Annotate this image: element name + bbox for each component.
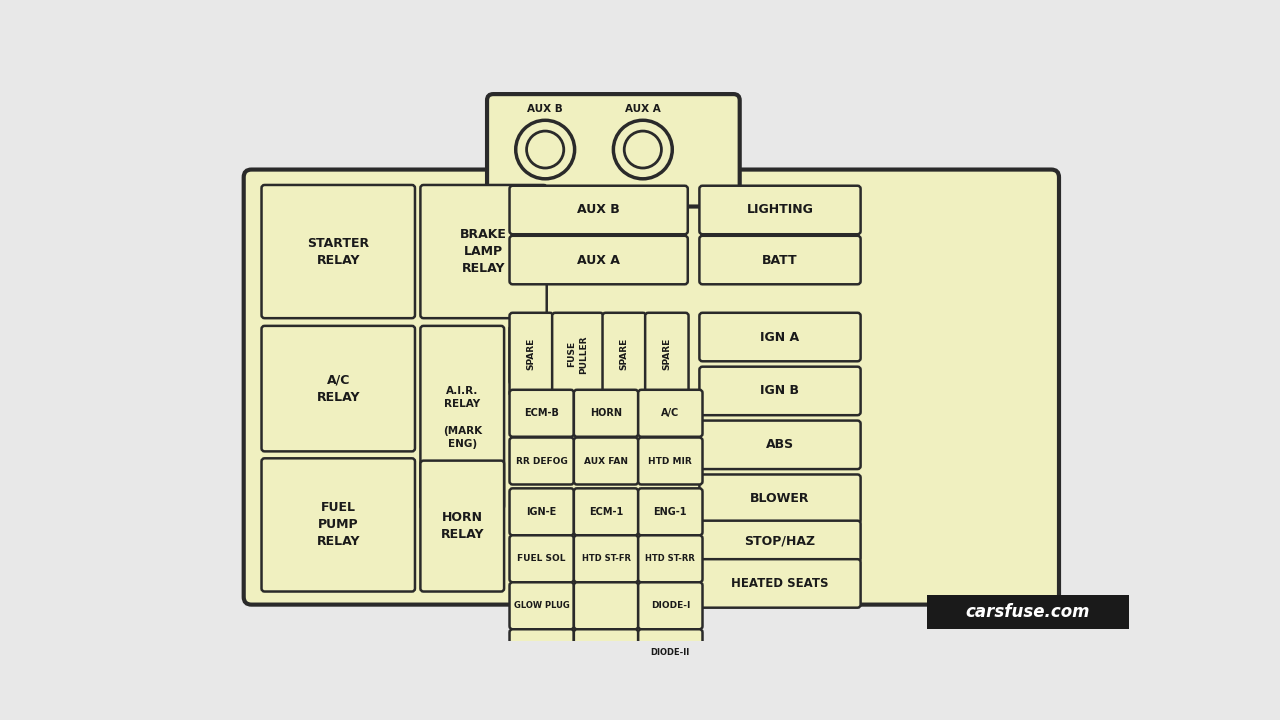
Text: STOP/HAZ: STOP/HAZ [745, 534, 815, 548]
Text: STARTER
RELAY: STARTER RELAY [307, 237, 370, 266]
FancyBboxPatch shape [639, 488, 703, 535]
FancyBboxPatch shape [261, 326, 415, 451]
Text: AUX A: AUX A [577, 253, 620, 266]
Text: A/C: A/C [662, 408, 680, 418]
FancyBboxPatch shape [509, 235, 687, 284]
FancyBboxPatch shape [699, 420, 860, 469]
FancyBboxPatch shape [639, 438, 703, 485]
FancyBboxPatch shape [573, 438, 639, 485]
Text: AUX B: AUX B [577, 204, 620, 217]
FancyBboxPatch shape [488, 94, 740, 207]
Text: ECM-B: ECM-B [525, 408, 559, 418]
FancyBboxPatch shape [509, 488, 573, 535]
Text: HTD ST-RR: HTD ST-RR [645, 554, 695, 563]
Text: GLOW PLUG: GLOW PLUG [513, 601, 570, 611]
FancyBboxPatch shape [645, 312, 689, 396]
FancyBboxPatch shape [639, 390, 703, 437]
Text: FUSE
PULLER: FUSE PULLER [567, 335, 588, 374]
Text: ECM-1: ECM-1 [589, 507, 623, 517]
Circle shape [516, 120, 575, 179]
Text: DIODE-I: DIODE-I [650, 601, 690, 611]
Text: FUEL SOL: FUEL SOL [517, 554, 566, 563]
Text: IGN B: IGN B [760, 384, 800, 397]
Text: DIODE-II: DIODE-II [650, 648, 690, 657]
FancyBboxPatch shape [573, 488, 639, 535]
Text: ENG-1: ENG-1 [654, 507, 687, 517]
FancyBboxPatch shape [927, 595, 1129, 629]
Text: BLOWER: BLOWER [750, 492, 810, 505]
Text: SPARE: SPARE [662, 338, 671, 371]
Text: AUX A: AUX A [625, 104, 660, 114]
FancyBboxPatch shape [552, 312, 603, 396]
FancyBboxPatch shape [603, 312, 646, 396]
Text: RR DEFOG: RR DEFOG [516, 456, 567, 466]
Text: BRAKE
LAMP
RELAY: BRAKE LAMP RELAY [460, 228, 507, 275]
FancyBboxPatch shape [699, 521, 860, 562]
FancyBboxPatch shape [699, 366, 860, 415]
FancyBboxPatch shape [509, 535, 573, 582]
FancyBboxPatch shape [699, 186, 860, 234]
FancyBboxPatch shape [509, 438, 573, 485]
FancyBboxPatch shape [420, 461, 504, 592]
FancyBboxPatch shape [699, 559, 860, 608]
FancyBboxPatch shape [699, 235, 860, 284]
Text: A.I.R.
RELAY

(MARK
ENG): A.I.R. RELAY (MARK ENG) [443, 386, 481, 449]
Text: SPARE: SPARE [527, 338, 536, 371]
FancyBboxPatch shape [699, 312, 860, 361]
Text: HTD MIR: HTD MIR [649, 456, 692, 466]
FancyBboxPatch shape [573, 629, 639, 676]
FancyBboxPatch shape [509, 582, 573, 629]
Circle shape [625, 131, 662, 168]
Text: BATT: BATT [762, 253, 797, 266]
FancyBboxPatch shape [261, 185, 415, 318]
FancyBboxPatch shape [699, 474, 860, 523]
FancyBboxPatch shape [509, 312, 553, 396]
FancyBboxPatch shape [639, 535, 703, 582]
Text: IGN-E: IGN-E [526, 507, 557, 517]
Circle shape [526, 131, 563, 168]
FancyBboxPatch shape [420, 326, 504, 509]
FancyBboxPatch shape [509, 629, 573, 676]
Text: FUEL
PUMP
RELAY: FUEL PUMP RELAY [316, 501, 360, 549]
Circle shape [613, 120, 672, 179]
Text: HORN
RELAY: HORN RELAY [440, 511, 484, 541]
FancyBboxPatch shape [573, 390, 639, 437]
FancyBboxPatch shape [261, 459, 415, 592]
FancyBboxPatch shape [509, 186, 687, 234]
FancyBboxPatch shape [420, 185, 547, 318]
Text: ABS: ABS [765, 438, 794, 451]
Text: HEATED SEATS: HEATED SEATS [731, 577, 828, 590]
Text: carsfuse.com: carsfuse.com [965, 603, 1091, 621]
Text: AUX FAN: AUX FAN [584, 456, 628, 466]
Text: LIGHTING: LIGHTING [746, 204, 813, 217]
Text: A/C
RELAY: A/C RELAY [316, 374, 360, 404]
Text: SPARE: SPARE [620, 338, 628, 371]
FancyBboxPatch shape [573, 535, 639, 582]
FancyBboxPatch shape [639, 582, 703, 629]
Text: HTD ST-FR: HTD ST-FR [581, 554, 631, 563]
Text: AUX B: AUX B [527, 104, 563, 114]
FancyBboxPatch shape [243, 169, 1059, 605]
FancyBboxPatch shape [509, 390, 573, 437]
Text: IGN A: IGN A [760, 330, 800, 343]
FancyBboxPatch shape [509, 326, 573, 384]
FancyBboxPatch shape [639, 629, 703, 676]
FancyBboxPatch shape [573, 582, 639, 629]
Text: HORN: HORN [590, 408, 622, 418]
